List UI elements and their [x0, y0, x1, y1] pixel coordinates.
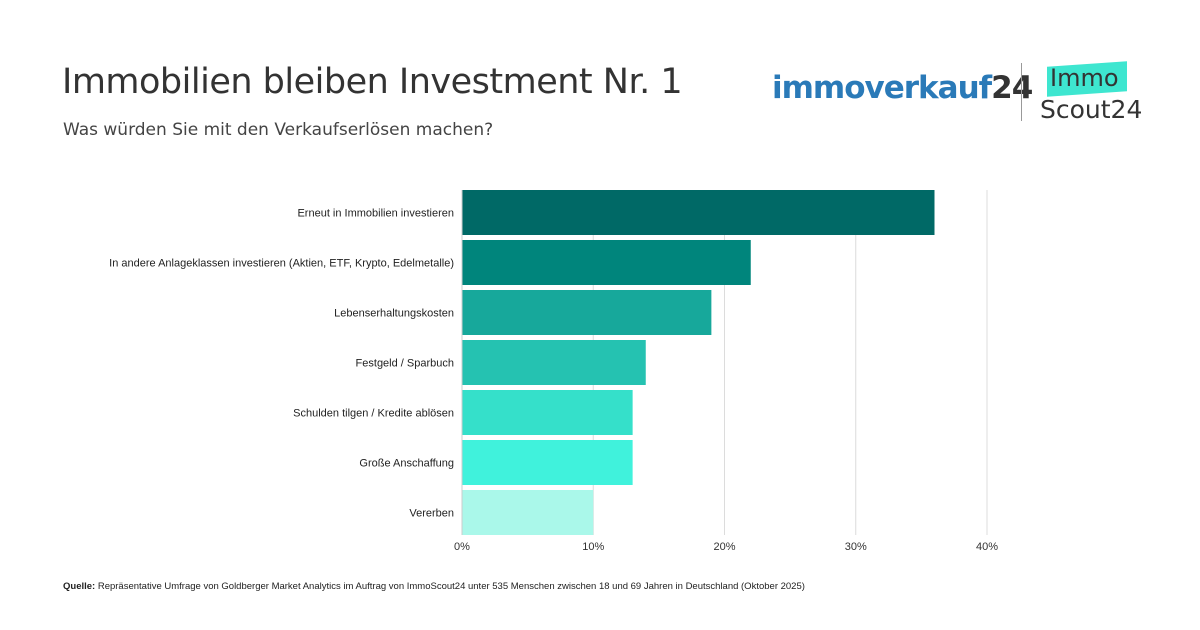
bar: [462, 190, 935, 235]
logo-divider: [1021, 63, 1022, 121]
immoverkauf24-logo: immoverkauf24: [772, 70, 1033, 106]
page-title: Immobilien bleiben Investment Nr. 1: [62, 62, 683, 102]
category-label: Schulden tilgen / Kredite ablösen: [293, 408, 454, 420]
bar: [462, 290, 712, 335]
bar: [462, 490, 594, 535]
x-tick-label: 20%: [713, 541, 735, 553]
bar: [462, 440, 633, 485]
source-label: Quelle:: [63, 581, 96, 592]
x-tick-label: 30%: [845, 541, 867, 553]
category-label: Festgeld / Sparbuch: [356, 358, 454, 370]
bar: [462, 240, 751, 285]
category-label: In andere Anlageklassen investieren (Akt…: [109, 258, 454, 270]
category-label: Vererben: [409, 508, 454, 520]
x-tick-label: 40%: [976, 541, 998, 553]
logo-text: immoverkauf: [772, 70, 992, 106]
category-label: Lebenserhaltungskosten: [334, 308, 454, 320]
x-tick-label: 10%: [582, 541, 604, 553]
bar: [462, 390, 633, 435]
source-note: Quelle: Repräsentative Umfrage von Goldb…: [63, 581, 805, 592]
logo-number: 24: [991, 70, 1033, 106]
immoscout24-logo-text: Scout24: [1040, 95, 1143, 124]
category-label: Große Anschaffung: [359, 458, 454, 470]
bar: [462, 340, 646, 385]
x-tick-label: 0%: [454, 541, 470, 553]
page-subtitle: Was würden Sie mit den Verkaufserlösen m…: [63, 120, 494, 140]
source-text: Repräsentative Umfrage von Goldberger Ma…: [95, 581, 805, 592]
category-label: Erneut in Immobilien investieren: [297, 208, 454, 220]
